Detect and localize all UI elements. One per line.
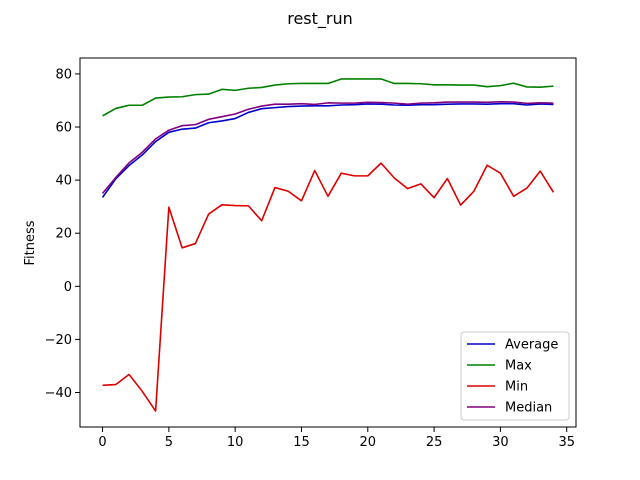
series-line-max: [102, 78, 554, 117]
y-tick-label: −20: [45, 333, 72, 348]
legend: Average Max Min Median: [460, 331, 570, 421]
x-axis: 0 5 10 15 20 25 30 35: [98, 427, 575, 450]
y-tick-label: 20: [55, 227, 72, 242]
y-tick-label: 40: [55, 174, 72, 189]
series-lines: [101, 78, 555, 412]
x-tick-label: 25: [426, 435, 443, 450]
chart-title: rest_run: [287, 9, 353, 29]
x-tick-label: 0: [98, 435, 106, 450]
legend-label-max: Max: [505, 359, 532, 374]
x-tick-label: 5: [165, 435, 173, 450]
series-line-min: [102, 162, 555, 412]
y-axis: −40 −20 0 20 40 60 80: [45, 67, 80, 401]
x-tick-label: 15: [293, 435, 310, 450]
x-tick-label: 30: [492, 435, 509, 450]
y-tick-label: 0: [64, 280, 72, 295]
plot-area-frame: [79, 57, 577, 428]
series-line-median: [101, 101, 554, 194]
legend-label-min: Min: [505, 380, 528, 395]
x-tick-label: 10: [227, 435, 244, 450]
y-tick-label: 60: [55, 121, 72, 136]
x-tick-label: 35: [558, 435, 575, 450]
series-line-average: [101, 102, 554, 198]
x-tick-label: 20: [360, 435, 377, 450]
y-tick-label: 80: [55, 67, 72, 82]
y-tick-label: −40: [45, 386, 72, 401]
legend-label-average: Average: [505, 338, 558, 353]
legend-label-median: Median: [505, 401, 552, 416]
y-axis-label: Fitness: [23, 220, 38, 265]
legend-box: [460, 331, 570, 421]
